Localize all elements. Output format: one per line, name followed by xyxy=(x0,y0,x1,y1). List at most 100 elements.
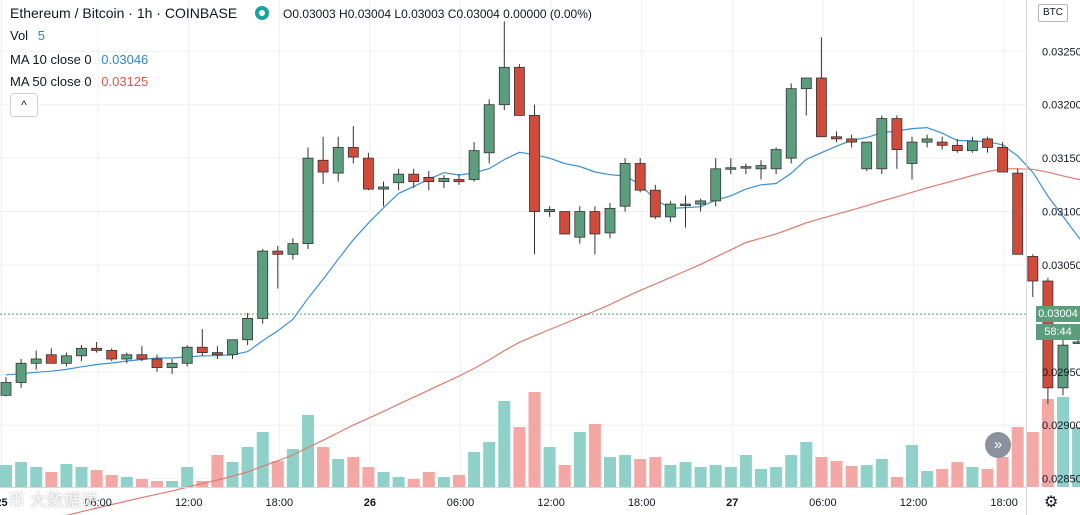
time-tick-label: 18:00 xyxy=(990,497,1018,509)
candle xyxy=(1072,339,1080,345)
candle-body xyxy=(332,147,344,174)
candle-body xyxy=(589,211,601,235)
candle-body xyxy=(544,209,555,212)
volume-bar xyxy=(573,432,586,487)
candle xyxy=(76,345,87,362)
candle xyxy=(468,142,480,182)
candle-body xyxy=(891,118,903,150)
legend-ma10[interactable]: MA 10 close 0 0.03046 xyxy=(10,52,148,67)
candlesticks xyxy=(0,21,1080,404)
candle-body xyxy=(619,163,631,207)
volume-bar xyxy=(347,457,360,487)
candle-body xyxy=(951,144,963,152)
vol-value: 5 xyxy=(37,28,45,43)
candle-body xyxy=(0,382,12,396)
volume-bar xyxy=(105,475,118,487)
candle xyxy=(846,134,857,148)
volume-bar xyxy=(271,461,284,487)
settings-gear-icon[interactable]: ⚙ xyxy=(1044,494,1059,511)
candle-body xyxy=(967,140,978,152)
candle-body xyxy=(498,66,510,106)
time-tick-label: 26 xyxy=(364,497,376,509)
candle xyxy=(529,104,540,255)
symbol-title[interactable]: Ethereum / Bitcoin · 1h · COINBASE xyxy=(10,5,238,21)
volume-bar xyxy=(634,459,647,487)
candle xyxy=(438,175,450,189)
candle-body xyxy=(906,141,918,164)
candle xyxy=(45,348,57,364)
candle xyxy=(1027,254,1039,298)
legend-ma50[interactable]: MA 50 close 0 0.03125 xyxy=(10,74,148,89)
volume-bar xyxy=(890,477,903,487)
volume-bar xyxy=(181,467,194,487)
candle-body xyxy=(287,243,299,255)
candle-body xyxy=(136,354,148,360)
candle-body xyxy=(45,354,57,364)
vol-label: Vol xyxy=(10,28,29,43)
volume-bar xyxy=(30,467,43,487)
candle-body xyxy=(408,173,420,183)
candle-body xyxy=(770,149,782,170)
candle-body xyxy=(438,178,450,183)
candle-body xyxy=(181,346,193,364)
candle-body xyxy=(211,352,223,356)
volume-bar xyxy=(0,465,12,487)
chart-grid xyxy=(0,0,1026,487)
candle xyxy=(393,168,405,191)
currency-badge[interactable]: BTC xyxy=(1038,4,1068,22)
volume-bar xyxy=(1041,399,1054,487)
candle xyxy=(906,136,918,180)
candle xyxy=(196,329,208,356)
candle xyxy=(951,138,963,153)
volume-bar xyxy=(483,442,496,487)
price-tick-label: 0.03250 xyxy=(1042,46,1080,58)
candle xyxy=(800,77,812,116)
candle xyxy=(91,341,102,353)
ma10-label: MA 10 close 0 xyxy=(10,52,92,67)
candle xyxy=(921,134,933,148)
candle-body xyxy=(1012,172,1024,255)
legend-volume[interactable]: Vol 5 xyxy=(10,28,45,43)
candle-body xyxy=(665,203,676,218)
candle xyxy=(242,313,254,346)
candle-body xyxy=(680,203,691,206)
candle-body xyxy=(529,114,540,212)
candle-body xyxy=(634,163,646,191)
candle-body xyxy=(468,150,480,180)
time-tick-label: 12:00 xyxy=(537,497,565,509)
scroll-to-realtime-button[interactable]: » xyxy=(985,432,1011,458)
volume-bar xyxy=(135,479,148,487)
price-tick-label: 0.02850 xyxy=(1042,474,1080,486)
time-tick-label: 18:00 xyxy=(628,497,656,509)
collapse-legend-button[interactable]: ^ xyxy=(10,93,38,117)
candle-body xyxy=(1027,256,1039,282)
volume-bar xyxy=(558,465,571,487)
time-tick-label: 06:00 xyxy=(447,497,475,509)
candle-body xyxy=(121,354,133,360)
volume-bar xyxy=(1011,427,1024,487)
candle xyxy=(1012,168,1024,255)
volume-bar xyxy=(770,467,783,487)
candle xyxy=(589,206,601,255)
candle xyxy=(876,115,888,175)
volume-bar xyxy=(815,457,828,487)
candle xyxy=(649,184,661,220)
candle-body xyxy=(393,173,405,184)
candle-body xyxy=(514,66,525,116)
candle-body xyxy=(800,77,812,90)
candle-body xyxy=(91,347,102,351)
candle-body xyxy=(649,189,661,218)
candle-body xyxy=(816,77,827,138)
candle-body xyxy=(755,165,767,170)
candle xyxy=(498,21,510,111)
candle xyxy=(272,245,284,289)
candle-body xyxy=(317,159,329,173)
volume-bar xyxy=(679,462,692,487)
volume-bar xyxy=(377,472,390,487)
candle-body xyxy=(242,318,254,341)
candle xyxy=(347,126,359,164)
volume-bar xyxy=(166,481,179,487)
candle xyxy=(725,158,737,175)
volume-bar xyxy=(422,472,435,487)
